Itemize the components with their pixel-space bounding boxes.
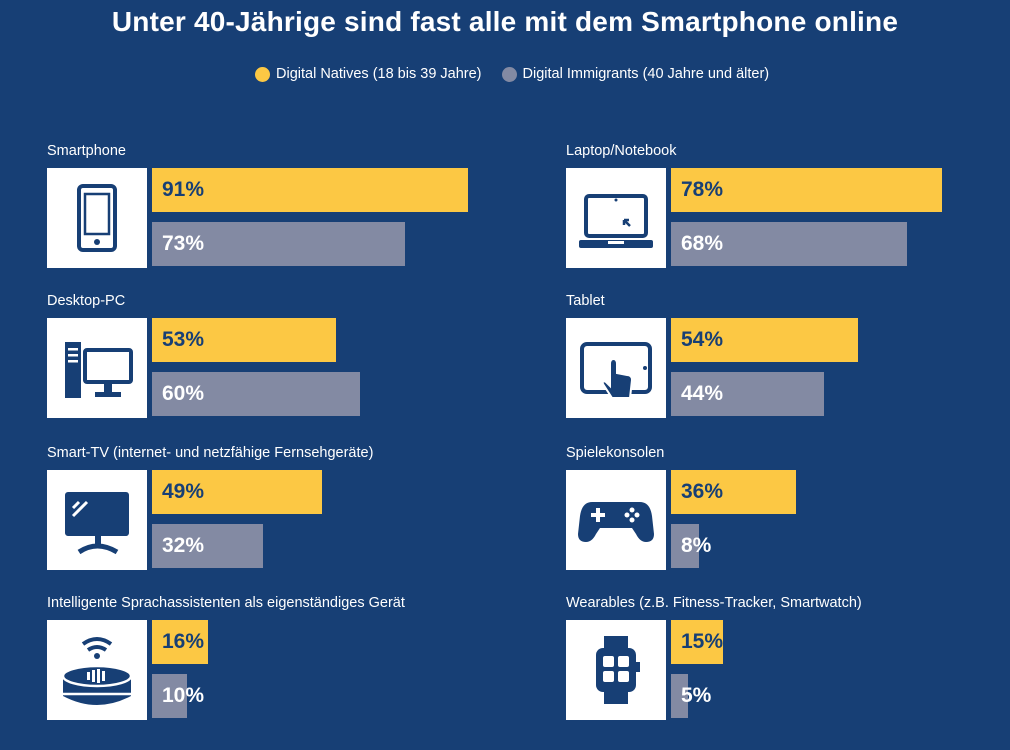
legend: Digital Natives (18 bis 39 Jahre) Digita… bbox=[255, 66, 789, 82]
bar-value-immigrant: 10% bbox=[162, 684, 205, 707]
category-panel: Intelligente Sprachassistenten als eigen… bbox=[47, 595, 487, 735]
bar-immigrant bbox=[671, 674, 688, 718]
bar-immigrant bbox=[152, 674, 187, 718]
tablet-icon bbox=[566, 318, 666, 418]
legend-item-native: Digital Natives (18 bis 39 Jahre) bbox=[255, 66, 482, 82]
bar-native bbox=[152, 470, 322, 514]
bar-native bbox=[671, 620, 723, 664]
smart-tv-icon bbox=[47, 470, 147, 570]
bar-value-native: 36% bbox=[681, 480, 724, 503]
bar-native bbox=[671, 470, 796, 514]
category-panel: Smartphone 91% 73% bbox=[47, 143, 487, 283]
bar-native bbox=[152, 168, 468, 212]
bar-native bbox=[152, 620, 208, 664]
category-panel: Spielekonsolen 36% 8% bbox=[566, 445, 1006, 585]
bar-immigrant bbox=[152, 524, 263, 568]
legend-swatch-immigrant bbox=[501, 66, 517, 82]
smart-speaker-icon bbox=[47, 620, 147, 720]
bar-immigrant bbox=[671, 372, 824, 416]
bar-native bbox=[671, 168, 942, 212]
bar-value-immigrant: 44% bbox=[681, 382, 724, 405]
category-panel: Wearables (z.B. Fitness-Tracker, Smartwa… bbox=[566, 595, 1006, 735]
category-label: Laptop/Notebook bbox=[566, 143, 677, 159]
category-label: Smart-TV (internet- und netzfähige Ferns… bbox=[47, 445, 374, 461]
category-label: Tablet bbox=[566, 293, 605, 309]
bar-value-native: 49% bbox=[162, 480, 205, 503]
desktop-pc-icon bbox=[47, 318, 147, 418]
legend-label-immigrant: Digital Immigrants (40 Jahre und älter) bbox=[522, 66, 770, 82]
bar-value-native: 16% bbox=[162, 630, 205, 653]
bar-value-immigrant: 5% bbox=[681, 684, 712, 707]
bar-value-immigrant: 8% bbox=[681, 534, 712, 557]
category-panel: Desktop-PC 53% 60% bbox=[47, 293, 487, 433]
bar-value-immigrant: 73% bbox=[162, 232, 205, 255]
bar-value-native: 91% bbox=[162, 178, 205, 201]
bar-value-native: 53% bbox=[162, 328, 205, 351]
bar-immigrant bbox=[671, 222, 907, 266]
category-label: Smartphone bbox=[47, 143, 126, 159]
category-panel: Tablet 54% 44% bbox=[566, 293, 1006, 433]
bar-value-immigrant: 60% bbox=[162, 382, 205, 405]
laptop-icon bbox=[566, 168, 666, 268]
smartphone-icon bbox=[47, 168, 147, 268]
category-label: Wearables (z.B. Fitness-Tracker, Smartwa… bbox=[566, 595, 862, 611]
bar-immigrant bbox=[671, 524, 699, 568]
game-controller-icon bbox=[566, 470, 666, 570]
bar-value-native: 15% bbox=[681, 630, 724, 653]
bar-immigrant bbox=[152, 222, 405, 266]
bar-value-immigrant: 68% bbox=[681, 232, 724, 255]
category-label: Desktop-PC bbox=[47, 293, 126, 309]
category-panel: Laptop/Notebook 78% 68% bbox=[566, 143, 1006, 283]
legend-item-immigrant: Digital Immigrants (40 Jahre und älter) bbox=[501, 66, 770, 82]
chart-title: Unter 40-Jährige sind fast alle mit dem … bbox=[111, 6, 899, 37]
bar-native bbox=[152, 318, 336, 362]
legend-swatch-native bbox=[255, 66, 270, 82]
bar-native bbox=[671, 318, 858, 362]
category-panel: Smart-TV (internet- und netzfähige Ferns… bbox=[47, 445, 487, 585]
bar-immigrant bbox=[152, 372, 360, 416]
bar-value-immigrant: 32% bbox=[162, 534, 205, 557]
legend-label-native: Digital Natives (18 bis 39 Jahre) bbox=[276, 66, 482, 82]
category-label: Intelligente Sprachassistenten als eigen… bbox=[47, 595, 405, 611]
bar-value-native: 78% bbox=[681, 178, 724, 201]
category-label: Spielekonsolen bbox=[566, 445, 665, 461]
smartwatch-icon bbox=[566, 620, 666, 720]
bar-value-native: 54% bbox=[681, 328, 724, 351]
